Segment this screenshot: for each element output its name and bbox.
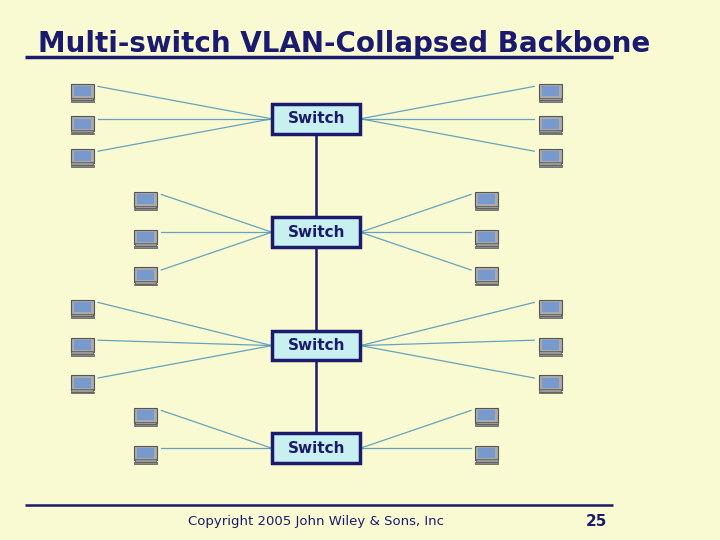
FancyBboxPatch shape: [272, 104, 361, 133]
FancyBboxPatch shape: [71, 314, 93, 316]
FancyBboxPatch shape: [137, 194, 154, 204]
FancyBboxPatch shape: [475, 462, 498, 464]
FancyBboxPatch shape: [478, 194, 495, 204]
FancyBboxPatch shape: [272, 217, 361, 247]
FancyBboxPatch shape: [539, 148, 562, 164]
FancyBboxPatch shape: [137, 270, 154, 280]
FancyBboxPatch shape: [71, 165, 94, 167]
FancyBboxPatch shape: [478, 232, 495, 242]
FancyBboxPatch shape: [134, 208, 157, 210]
FancyBboxPatch shape: [71, 352, 93, 354]
FancyBboxPatch shape: [539, 338, 562, 353]
FancyBboxPatch shape: [539, 116, 562, 131]
FancyBboxPatch shape: [539, 100, 562, 102]
FancyBboxPatch shape: [478, 448, 495, 458]
FancyBboxPatch shape: [541, 340, 559, 350]
FancyBboxPatch shape: [137, 448, 154, 458]
FancyBboxPatch shape: [73, 119, 91, 129]
Text: Switch: Switch: [287, 441, 345, 456]
FancyBboxPatch shape: [71, 116, 94, 131]
FancyBboxPatch shape: [272, 433, 361, 463]
FancyBboxPatch shape: [135, 281, 156, 284]
FancyBboxPatch shape: [476, 460, 498, 462]
FancyBboxPatch shape: [134, 192, 157, 207]
FancyBboxPatch shape: [539, 316, 562, 318]
FancyBboxPatch shape: [73, 340, 91, 350]
Text: Switch: Switch: [287, 225, 345, 240]
FancyBboxPatch shape: [272, 330, 361, 361]
Text: Multi-switch VLAN-Collapsed Backbone: Multi-switch VLAN-Collapsed Backbone: [38, 30, 650, 58]
FancyBboxPatch shape: [541, 119, 559, 129]
FancyBboxPatch shape: [539, 352, 561, 354]
FancyBboxPatch shape: [539, 133, 562, 134]
FancyBboxPatch shape: [476, 422, 498, 424]
FancyBboxPatch shape: [541, 302, 559, 312]
Text: Switch: Switch: [287, 338, 345, 353]
FancyBboxPatch shape: [71, 133, 94, 134]
FancyBboxPatch shape: [476, 244, 498, 246]
FancyBboxPatch shape: [475, 208, 498, 210]
FancyBboxPatch shape: [71, 389, 93, 392]
FancyBboxPatch shape: [475, 424, 498, 426]
FancyBboxPatch shape: [539, 165, 562, 167]
FancyBboxPatch shape: [541, 378, 559, 388]
FancyBboxPatch shape: [475, 284, 498, 286]
FancyBboxPatch shape: [137, 410, 154, 420]
FancyBboxPatch shape: [539, 163, 561, 165]
FancyBboxPatch shape: [71, 84, 94, 99]
FancyBboxPatch shape: [137, 232, 154, 242]
FancyBboxPatch shape: [135, 244, 156, 246]
FancyBboxPatch shape: [539, 98, 561, 100]
FancyBboxPatch shape: [135, 206, 156, 208]
FancyBboxPatch shape: [135, 422, 156, 424]
FancyBboxPatch shape: [134, 230, 157, 245]
FancyBboxPatch shape: [476, 281, 498, 284]
FancyBboxPatch shape: [475, 446, 498, 461]
FancyBboxPatch shape: [476, 206, 498, 208]
FancyBboxPatch shape: [71, 338, 94, 353]
FancyBboxPatch shape: [539, 389, 561, 392]
FancyBboxPatch shape: [73, 151, 91, 161]
FancyBboxPatch shape: [134, 424, 157, 426]
FancyBboxPatch shape: [71, 163, 93, 165]
FancyBboxPatch shape: [541, 151, 559, 161]
FancyBboxPatch shape: [71, 148, 94, 164]
FancyBboxPatch shape: [478, 410, 495, 420]
FancyBboxPatch shape: [539, 354, 562, 356]
FancyBboxPatch shape: [73, 302, 91, 312]
FancyBboxPatch shape: [134, 408, 157, 423]
FancyBboxPatch shape: [73, 86, 91, 96]
FancyBboxPatch shape: [475, 230, 498, 245]
FancyBboxPatch shape: [475, 192, 498, 207]
FancyBboxPatch shape: [73, 378, 91, 388]
FancyBboxPatch shape: [71, 100, 94, 102]
FancyBboxPatch shape: [71, 375, 94, 390]
FancyBboxPatch shape: [539, 375, 562, 390]
FancyBboxPatch shape: [134, 284, 157, 286]
FancyBboxPatch shape: [134, 462, 157, 464]
FancyBboxPatch shape: [71, 316, 94, 318]
Text: Copyright 2005 John Wiley & Sons, Inc: Copyright 2005 John Wiley & Sons, Inc: [188, 515, 444, 528]
FancyBboxPatch shape: [539, 84, 562, 99]
FancyBboxPatch shape: [134, 446, 157, 461]
FancyBboxPatch shape: [539, 392, 562, 394]
FancyBboxPatch shape: [539, 314, 561, 316]
Text: 25: 25: [585, 514, 607, 529]
FancyBboxPatch shape: [134, 246, 157, 248]
FancyBboxPatch shape: [71, 392, 94, 394]
FancyBboxPatch shape: [478, 270, 495, 280]
FancyBboxPatch shape: [71, 300, 94, 315]
FancyBboxPatch shape: [539, 130, 561, 132]
FancyBboxPatch shape: [71, 354, 94, 356]
Text: Switch: Switch: [287, 111, 345, 126]
FancyBboxPatch shape: [475, 246, 498, 248]
FancyBboxPatch shape: [135, 460, 156, 462]
FancyBboxPatch shape: [475, 267, 498, 282]
FancyBboxPatch shape: [541, 86, 559, 96]
FancyBboxPatch shape: [71, 130, 93, 132]
FancyBboxPatch shape: [71, 98, 93, 100]
FancyBboxPatch shape: [134, 267, 157, 282]
FancyBboxPatch shape: [475, 408, 498, 423]
FancyBboxPatch shape: [539, 300, 562, 315]
